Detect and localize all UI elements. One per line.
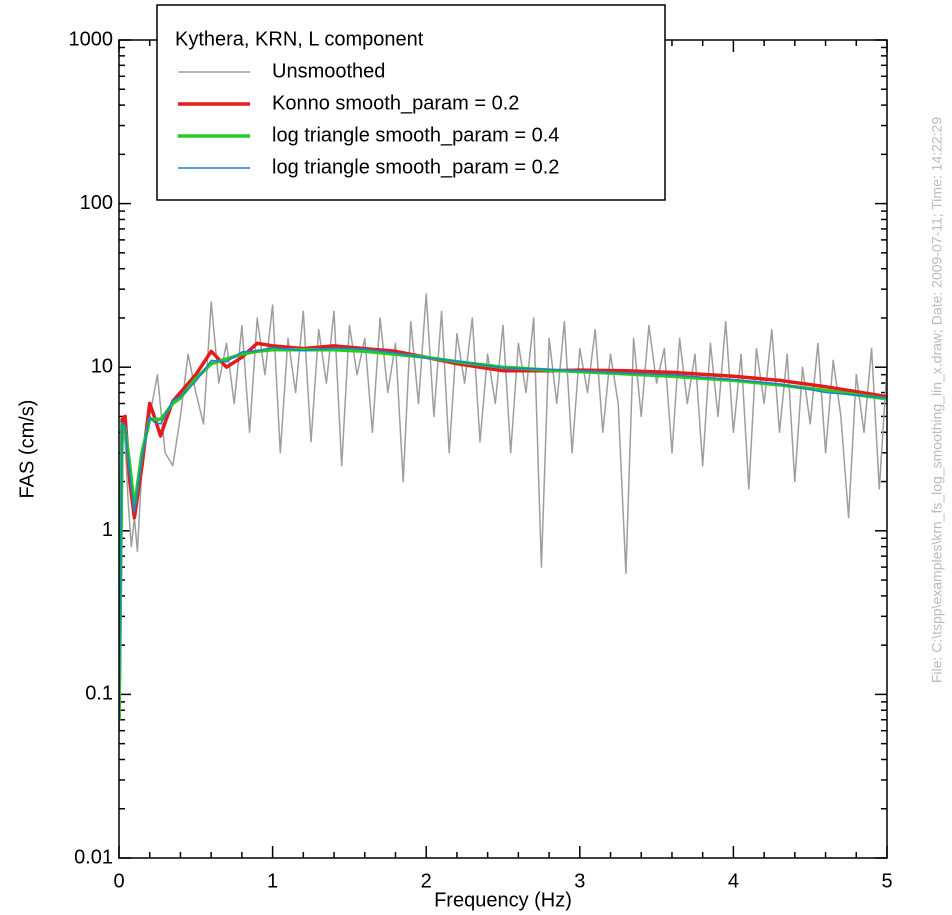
series-group xyxy=(119,293,887,731)
y-tick-label: 10 xyxy=(91,355,113,377)
y-tick-label: 1 xyxy=(102,519,113,541)
legend-label: Konno smooth_param = 0.2 xyxy=(272,92,519,114)
legend-title: Kythera, KRN, L component xyxy=(175,28,424,50)
y-tick-label: 0.1 xyxy=(85,683,113,705)
legend: Kythera, KRN, L component Unsmoothed Konno… xyxy=(156,4,666,201)
x-tick-label: 1 xyxy=(267,870,278,892)
y-tick-label: 100 xyxy=(80,192,113,214)
x-tick-label: 2 xyxy=(421,870,432,892)
series-line xyxy=(119,293,887,731)
series-line xyxy=(119,346,887,731)
y-tick-label: 1000 xyxy=(69,28,114,50)
x-tick-label: 5 xyxy=(881,870,892,892)
series-line xyxy=(119,347,887,720)
x-tick-label: 4 xyxy=(728,870,739,892)
legend-label: Unsmoothed xyxy=(272,60,385,82)
x-axis-label: Frequency (Hz) xyxy=(434,889,572,911)
x-tick-label: 0 xyxy=(113,870,124,892)
x-tick-label: 3 xyxy=(574,870,585,892)
file-note: File: C:\tspp\examples\krn_fs_log_smooth… xyxy=(929,117,945,683)
y-axis-label: FAS (cm/s) xyxy=(16,400,38,499)
y-tick-label: 0.01 xyxy=(74,846,113,868)
legend-label: log triangle smooth_param = 0.2 xyxy=(272,156,559,178)
legend-label: log triangle smooth_param = 0.4 xyxy=(272,124,559,146)
